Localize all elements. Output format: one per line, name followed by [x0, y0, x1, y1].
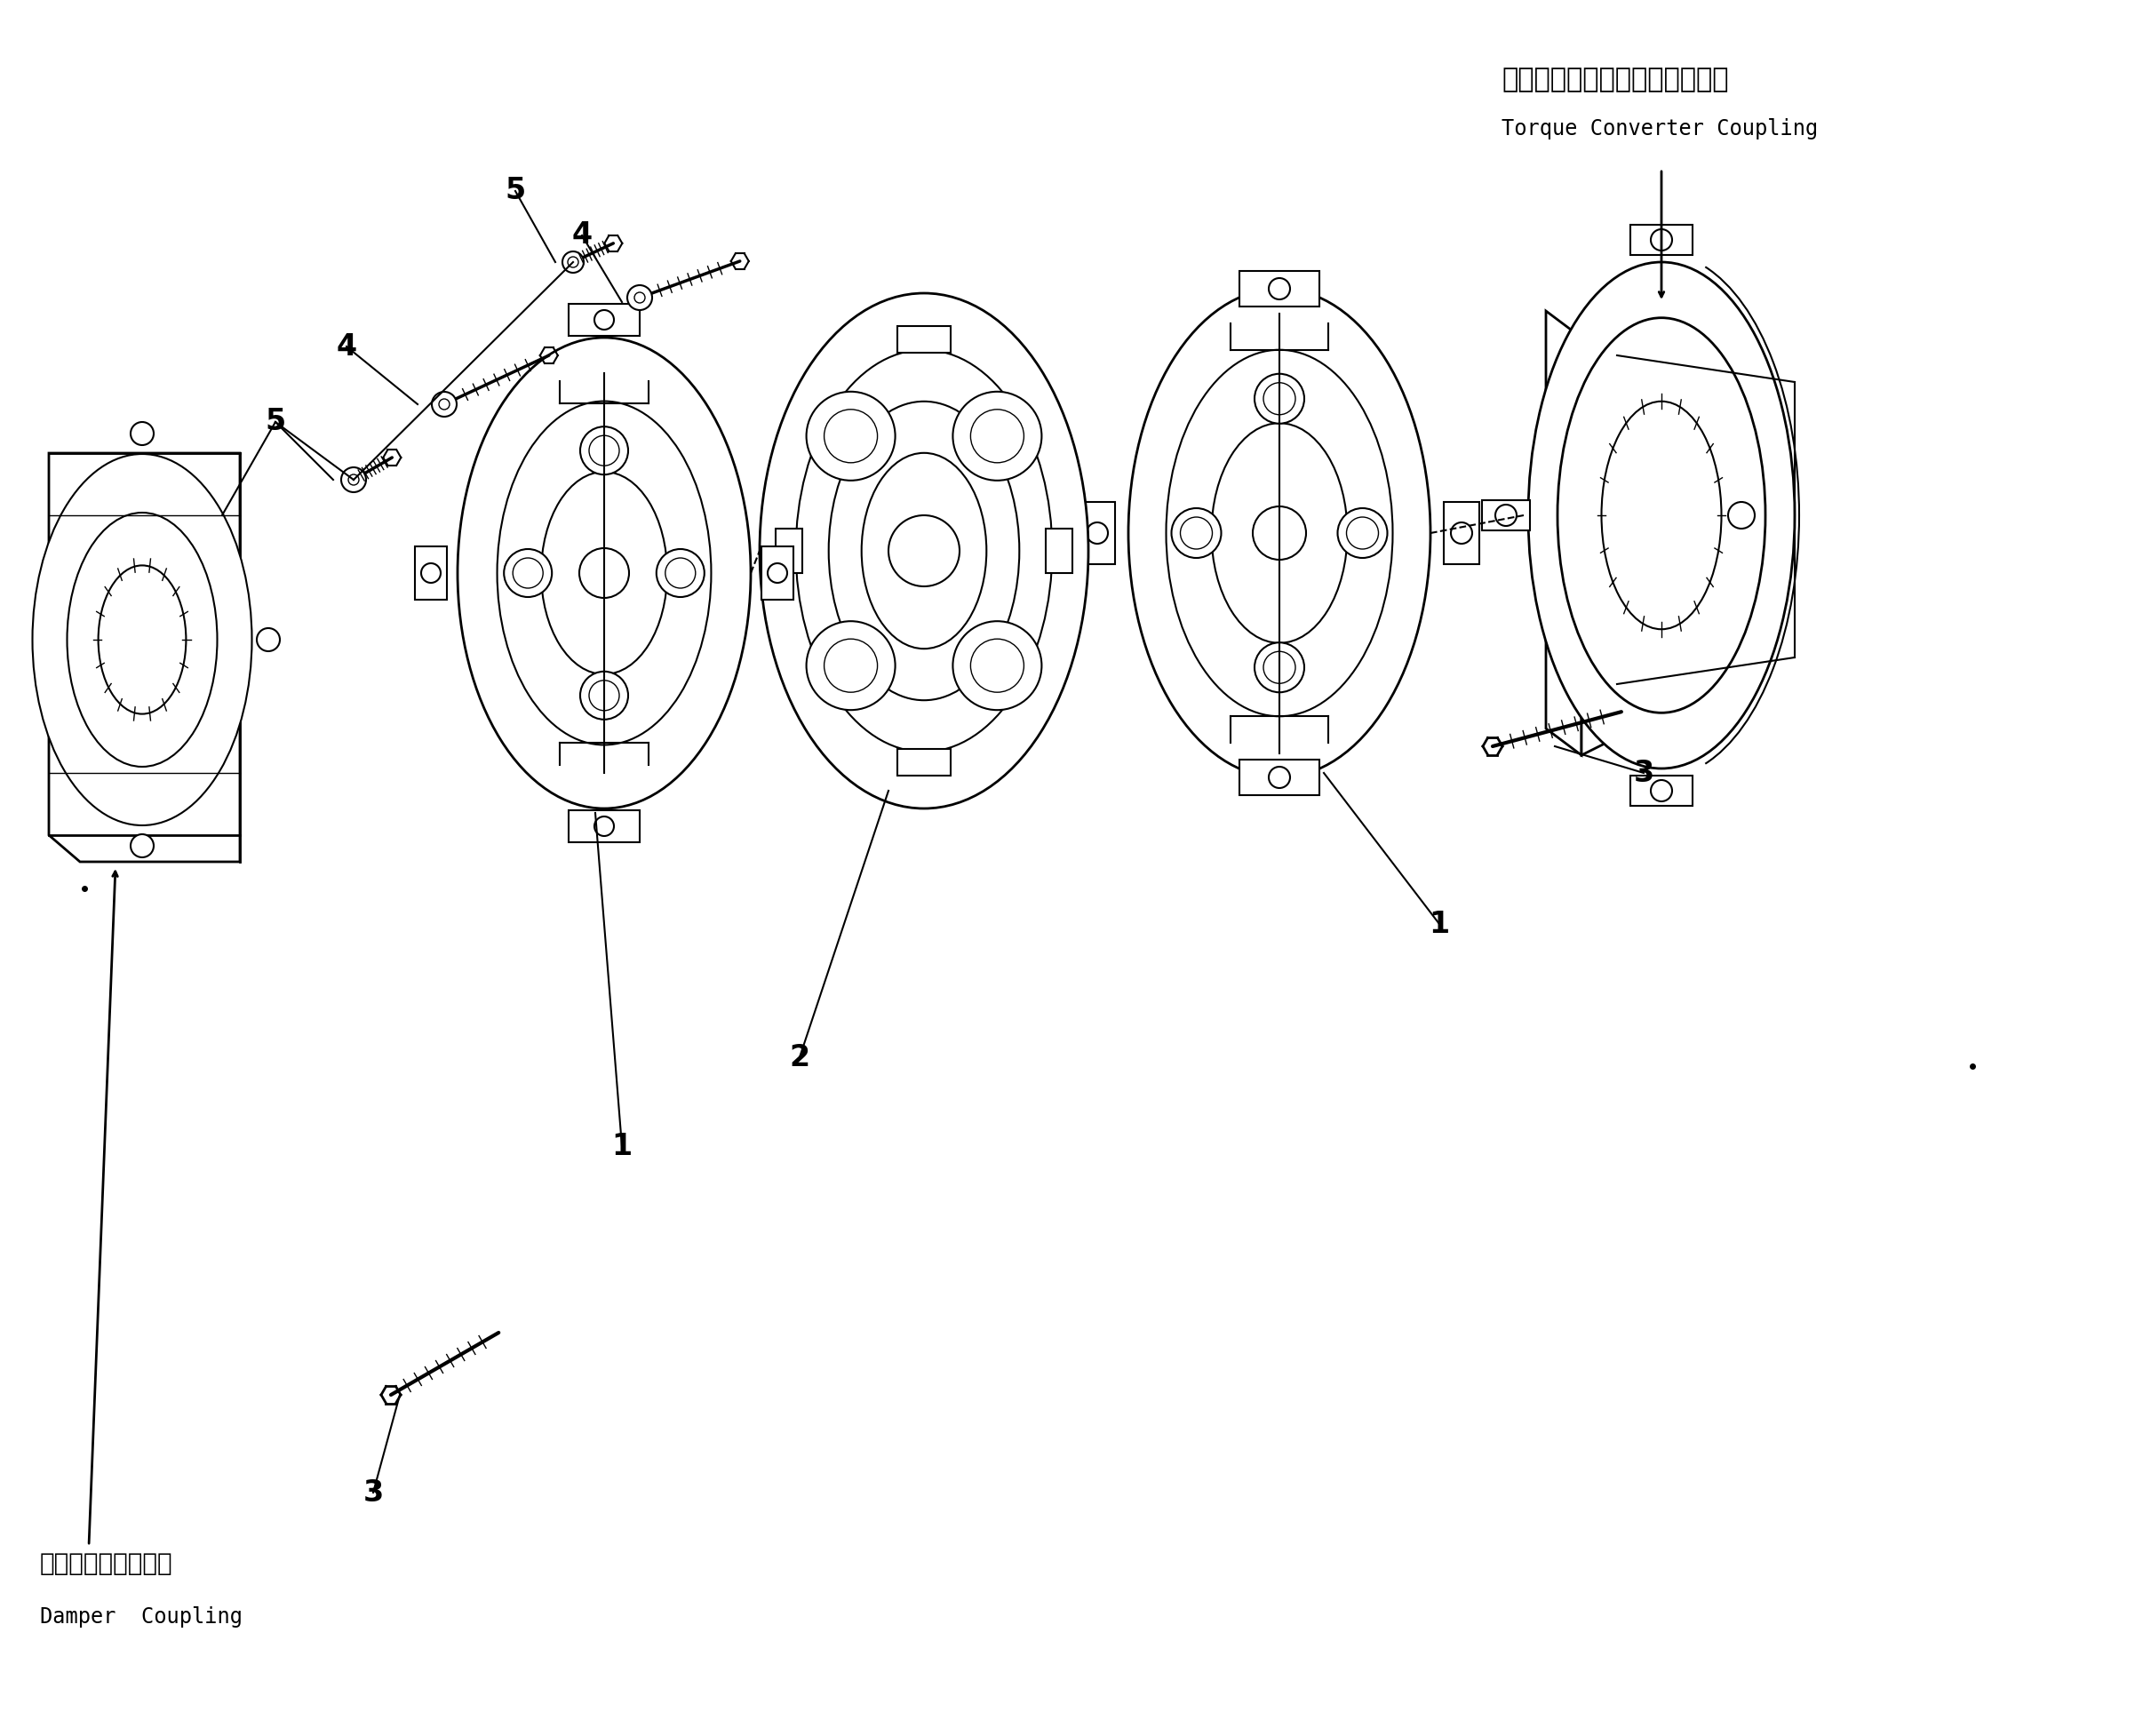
Polygon shape [897, 748, 950, 776]
Circle shape [971, 410, 1025, 464]
Circle shape [1172, 509, 1221, 557]
Polygon shape [1046, 529, 1072, 573]
Circle shape [581, 672, 628, 719]
Circle shape [1339, 509, 1388, 557]
Circle shape [568, 257, 579, 267]
Circle shape [348, 474, 359, 484]
Circle shape [579, 549, 630, 597]
Circle shape [1255, 373, 1304, 424]
Circle shape [256, 628, 280, 651]
Circle shape [824, 639, 877, 693]
Circle shape [1255, 642, 1304, 693]
Circle shape [628, 285, 651, 311]
Ellipse shape [760, 293, 1089, 809]
Circle shape [130, 422, 154, 444]
Ellipse shape [98, 566, 186, 713]
Polygon shape [1443, 502, 1480, 564]
Polygon shape [49, 453, 239, 861]
Text: 1: 1 [611, 1132, 632, 1161]
Circle shape [807, 392, 895, 481]
Circle shape [824, 410, 877, 464]
Circle shape [589, 681, 619, 710]
Circle shape [634, 292, 645, 304]
Polygon shape [762, 547, 794, 599]
Circle shape [888, 516, 959, 587]
Ellipse shape [1166, 351, 1392, 717]
Polygon shape [1631, 776, 1693, 806]
Circle shape [655, 549, 705, 597]
Circle shape [666, 557, 696, 589]
Text: 5: 5 [506, 177, 525, 205]
Circle shape [130, 835, 154, 858]
Polygon shape [1482, 500, 1531, 531]
Polygon shape [414, 547, 446, 599]
Text: 3: 3 [1633, 759, 1655, 788]
Circle shape [440, 399, 450, 410]
Polygon shape [1546, 311, 1582, 755]
Ellipse shape [828, 401, 1018, 700]
Circle shape [512, 557, 542, 589]
Ellipse shape [497, 401, 711, 745]
Ellipse shape [1559, 318, 1766, 713]
Ellipse shape [540, 472, 668, 674]
Circle shape [1264, 382, 1296, 415]
Circle shape [589, 436, 619, 465]
Circle shape [1264, 651, 1296, 684]
Polygon shape [568, 304, 640, 335]
Ellipse shape [1601, 401, 1721, 628]
Polygon shape [1631, 224, 1693, 255]
Circle shape [562, 252, 583, 273]
Text: 4: 4 [572, 220, 591, 250]
Polygon shape [897, 326, 950, 352]
Ellipse shape [1211, 424, 1347, 642]
Polygon shape [1080, 502, 1114, 564]
Circle shape [1181, 517, 1213, 549]
Circle shape [1347, 517, 1379, 549]
Circle shape [431, 392, 457, 417]
Text: Damper  Coupling: Damper Coupling [41, 1606, 243, 1628]
Text: トルクコンバータカップリング: トルクコンバータカップリング [1501, 68, 1729, 92]
Text: ダンパカップリング: ダンパカップリング [41, 1552, 173, 1576]
Ellipse shape [796, 351, 1053, 752]
Ellipse shape [32, 455, 252, 825]
Ellipse shape [1529, 262, 1796, 769]
Ellipse shape [66, 512, 218, 767]
Circle shape [952, 392, 1042, 481]
Polygon shape [1240, 760, 1319, 795]
Text: 4: 4 [335, 332, 357, 361]
Polygon shape [568, 811, 640, 842]
Ellipse shape [1129, 288, 1430, 778]
Text: 5: 5 [265, 408, 286, 437]
Circle shape [1253, 507, 1307, 559]
Text: 1: 1 [1428, 910, 1450, 939]
Polygon shape [1582, 337, 1616, 755]
Circle shape [971, 639, 1025, 693]
Circle shape [342, 467, 365, 493]
Ellipse shape [457, 337, 752, 809]
Text: 3: 3 [363, 1477, 384, 1507]
Circle shape [504, 549, 553, 597]
Circle shape [952, 621, 1042, 710]
Circle shape [581, 427, 628, 474]
Circle shape [807, 621, 895, 710]
Polygon shape [1240, 271, 1319, 307]
Polygon shape [775, 529, 803, 573]
Text: Torque Converter Coupling: Torque Converter Coupling [1501, 118, 1819, 139]
Text: 2: 2 [790, 1043, 809, 1071]
Ellipse shape [863, 453, 986, 649]
